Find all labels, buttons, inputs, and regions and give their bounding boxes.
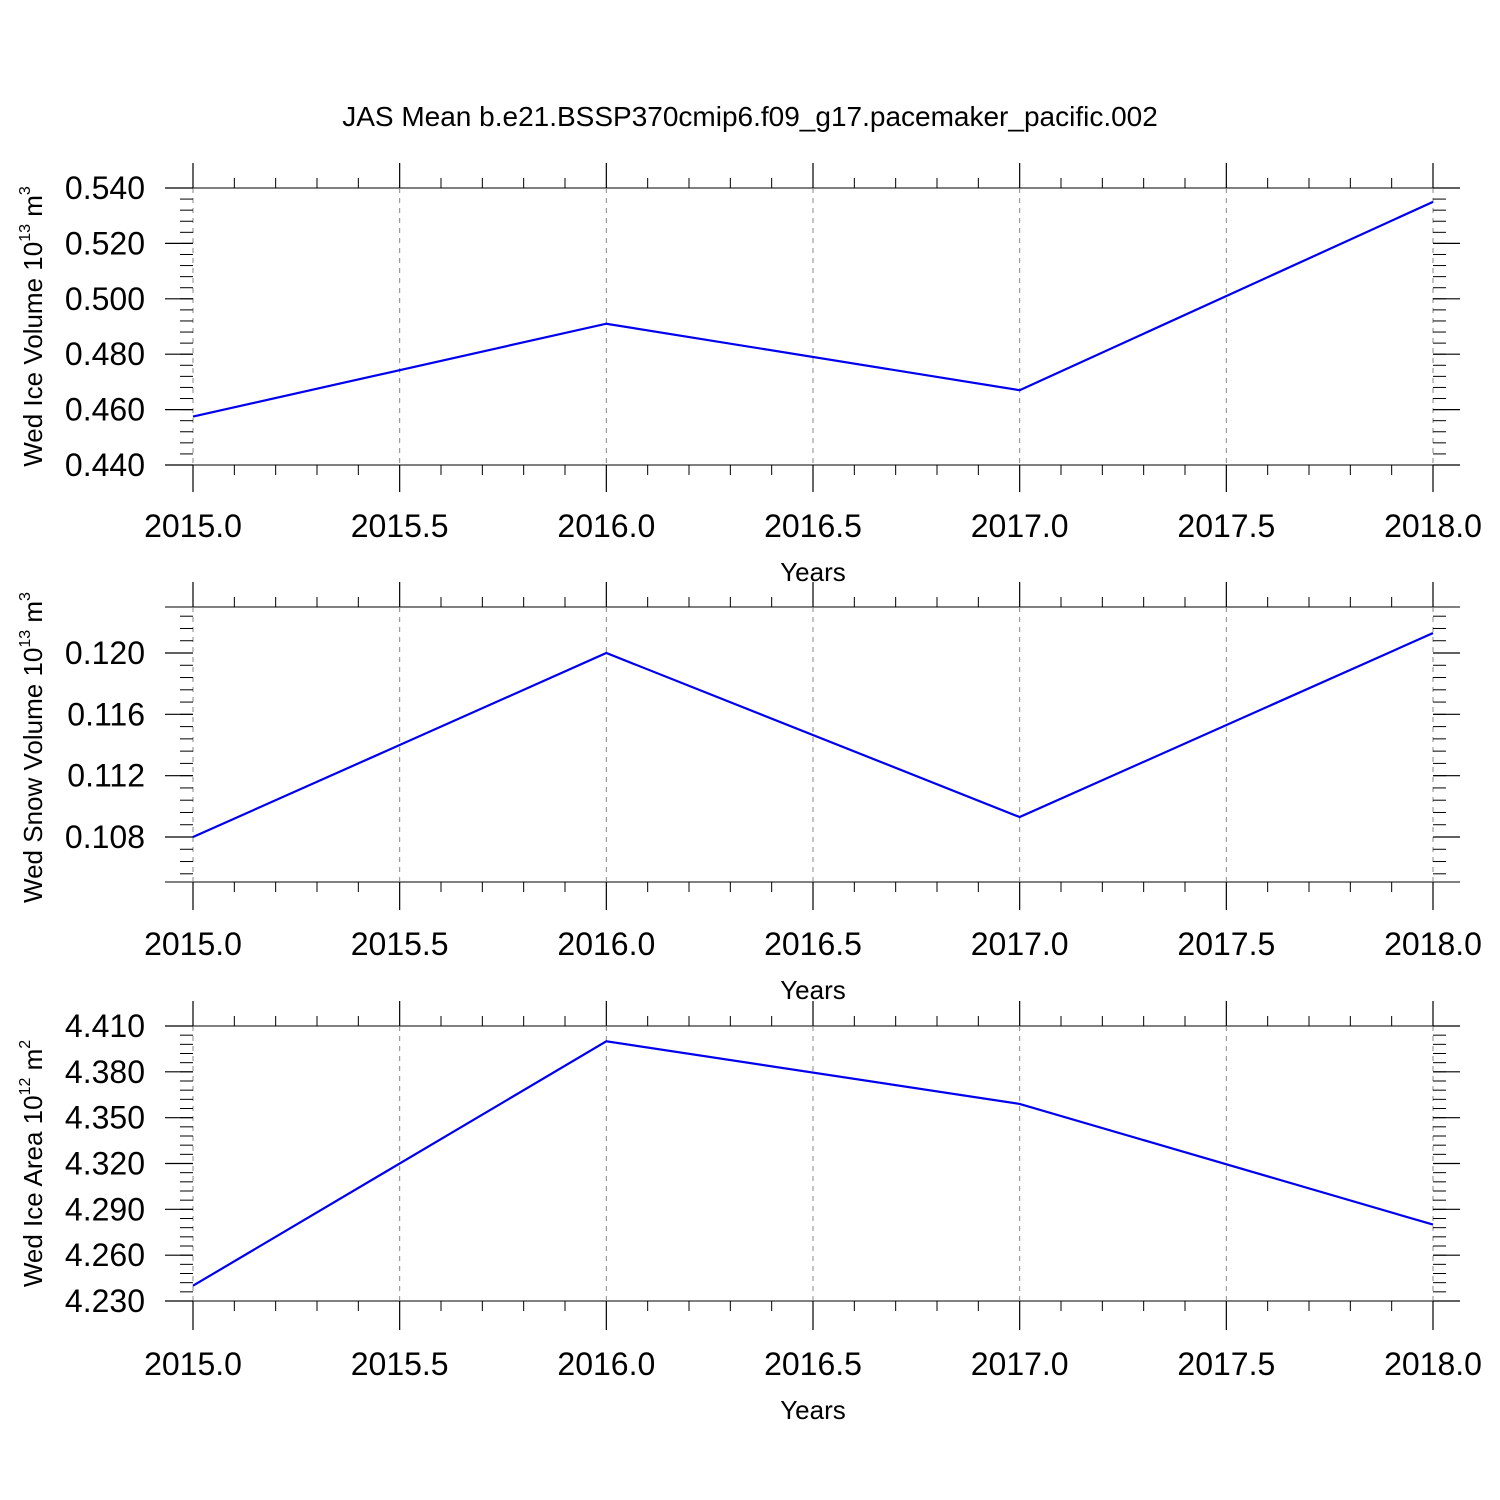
x-tick-label: 2017.5	[1177, 926, 1275, 962]
x-tick-label: 2016.5	[764, 926, 862, 962]
y-axis-label-unit-exponent: 3	[17, 186, 34, 195]
x-tick-label: 2016.5	[764, 1346, 862, 1382]
x-axis-label: Years	[780, 1395, 846, 1425]
y-axis-label-unit-exponent: 3	[17, 592, 34, 601]
y-tick-label: 4.380	[65, 1054, 145, 1090]
x-tick-label: 2015.5	[351, 926, 449, 962]
y-tick-label: 4.260	[65, 1237, 145, 1273]
y-tick-label: 0.116	[67, 696, 145, 732]
y-tick-label: 0.520	[65, 225, 145, 261]
y-tick-label: 4.230	[65, 1283, 145, 1319]
y-tick-label: 0.108	[65, 819, 145, 855]
y-axis-label: Wed Snow Volume 1013 m3	[17, 592, 48, 903]
y-axis-label-text: Wed Ice Area 10	[18, 1095, 48, 1287]
data-series-line	[192, 1040, 1434, 1287]
data-series-line	[192, 632, 1434, 839]
y-axis-label-text: Wed Ice Volume 10	[18, 242, 48, 467]
x-tick-label: 2017.0	[971, 508, 1069, 544]
x-tick-label: 2016.0	[557, 1346, 655, 1382]
x-tick-label: 2015.0	[144, 1346, 242, 1382]
y-axis-label-unit: m	[18, 601, 48, 630]
x-tick-label: 2015.0	[144, 926, 242, 962]
y-axis-label-unit: m	[18, 1049, 48, 1078]
y-tick-label: 0.480	[65, 336, 145, 372]
y-tick-label: 0.460	[65, 392, 145, 428]
x-tick-label: 2017.0	[971, 1346, 1069, 1382]
y-axis-label-unit: m	[18, 195, 48, 224]
x-tick-label: 2016.0	[557, 926, 655, 962]
data-series-line	[192, 200, 1434, 418]
y-tick-label: 4.320	[65, 1146, 145, 1182]
y-tick-label: 0.112	[67, 758, 145, 794]
x-tick-label: 2018.0	[1384, 1346, 1482, 1382]
y-tick-label: 0.440	[65, 447, 145, 483]
x-tick-label: 2015.5	[351, 1346, 449, 1382]
figure-title: JAS Mean b.e21.BSSP370cmip6.f09_g17.pace…	[342, 101, 1158, 132]
panel-3: 2015.0 2015.5 2016.0 2016.5 2017.0 2017.5 2018…	[17, 1001, 1482, 1425]
panel-1: 2015.0 2015.5 2016.0 2016.5 2017.0 2017.5 2018…	[17, 163, 1482, 587]
y-axis-label-exponent: 13	[17, 630, 34, 648]
y-tick-label: 0.500	[65, 281, 145, 317]
y-axis-label: Wed Ice Volume 1013 m3	[17, 186, 48, 467]
y-tick-label: 4.410	[65, 1008, 145, 1044]
y-axis-label-unit-exponent: 2	[17, 1040, 34, 1049]
x-tick-label: 2015.0	[144, 508, 242, 544]
y-axis-label: Wed Ice Area 1012 m2	[17, 1040, 48, 1287]
x-tick-label: 2018.0	[1384, 508, 1482, 544]
y-tick-label: 4.350	[65, 1100, 145, 1136]
x-tick-label: 2018.0	[1384, 926, 1482, 962]
x-tick-label: 2017.5	[1177, 508, 1275, 544]
panel-2: 2015.0 2015.5 2016.0 2016.5 2017.0 2017.5 2018…	[17, 582, 1482, 1005]
x-axis-label: Years	[780, 975, 846, 1005]
y-axis-label-exponent: 12	[17, 1078, 34, 1096]
y-axis-label-text: Wed Snow Volume 10	[18, 648, 48, 903]
y-tick-label: 4.290	[65, 1191, 145, 1227]
x-tick-label: 2015.5	[351, 508, 449, 544]
x-tick-label: 2016.0	[557, 508, 655, 544]
x-tick-label: 2017.0	[971, 926, 1069, 962]
x-tick-label: 2016.5	[764, 508, 862, 544]
y-tick-label: 0.540	[65, 170, 145, 206]
x-tick-label: 2017.5	[1177, 1346, 1275, 1382]
y-tick-label: 0.120	[65, 635, 145, 671]
y-axis-label-exponent: 13	[17, 224, 34, 242]
